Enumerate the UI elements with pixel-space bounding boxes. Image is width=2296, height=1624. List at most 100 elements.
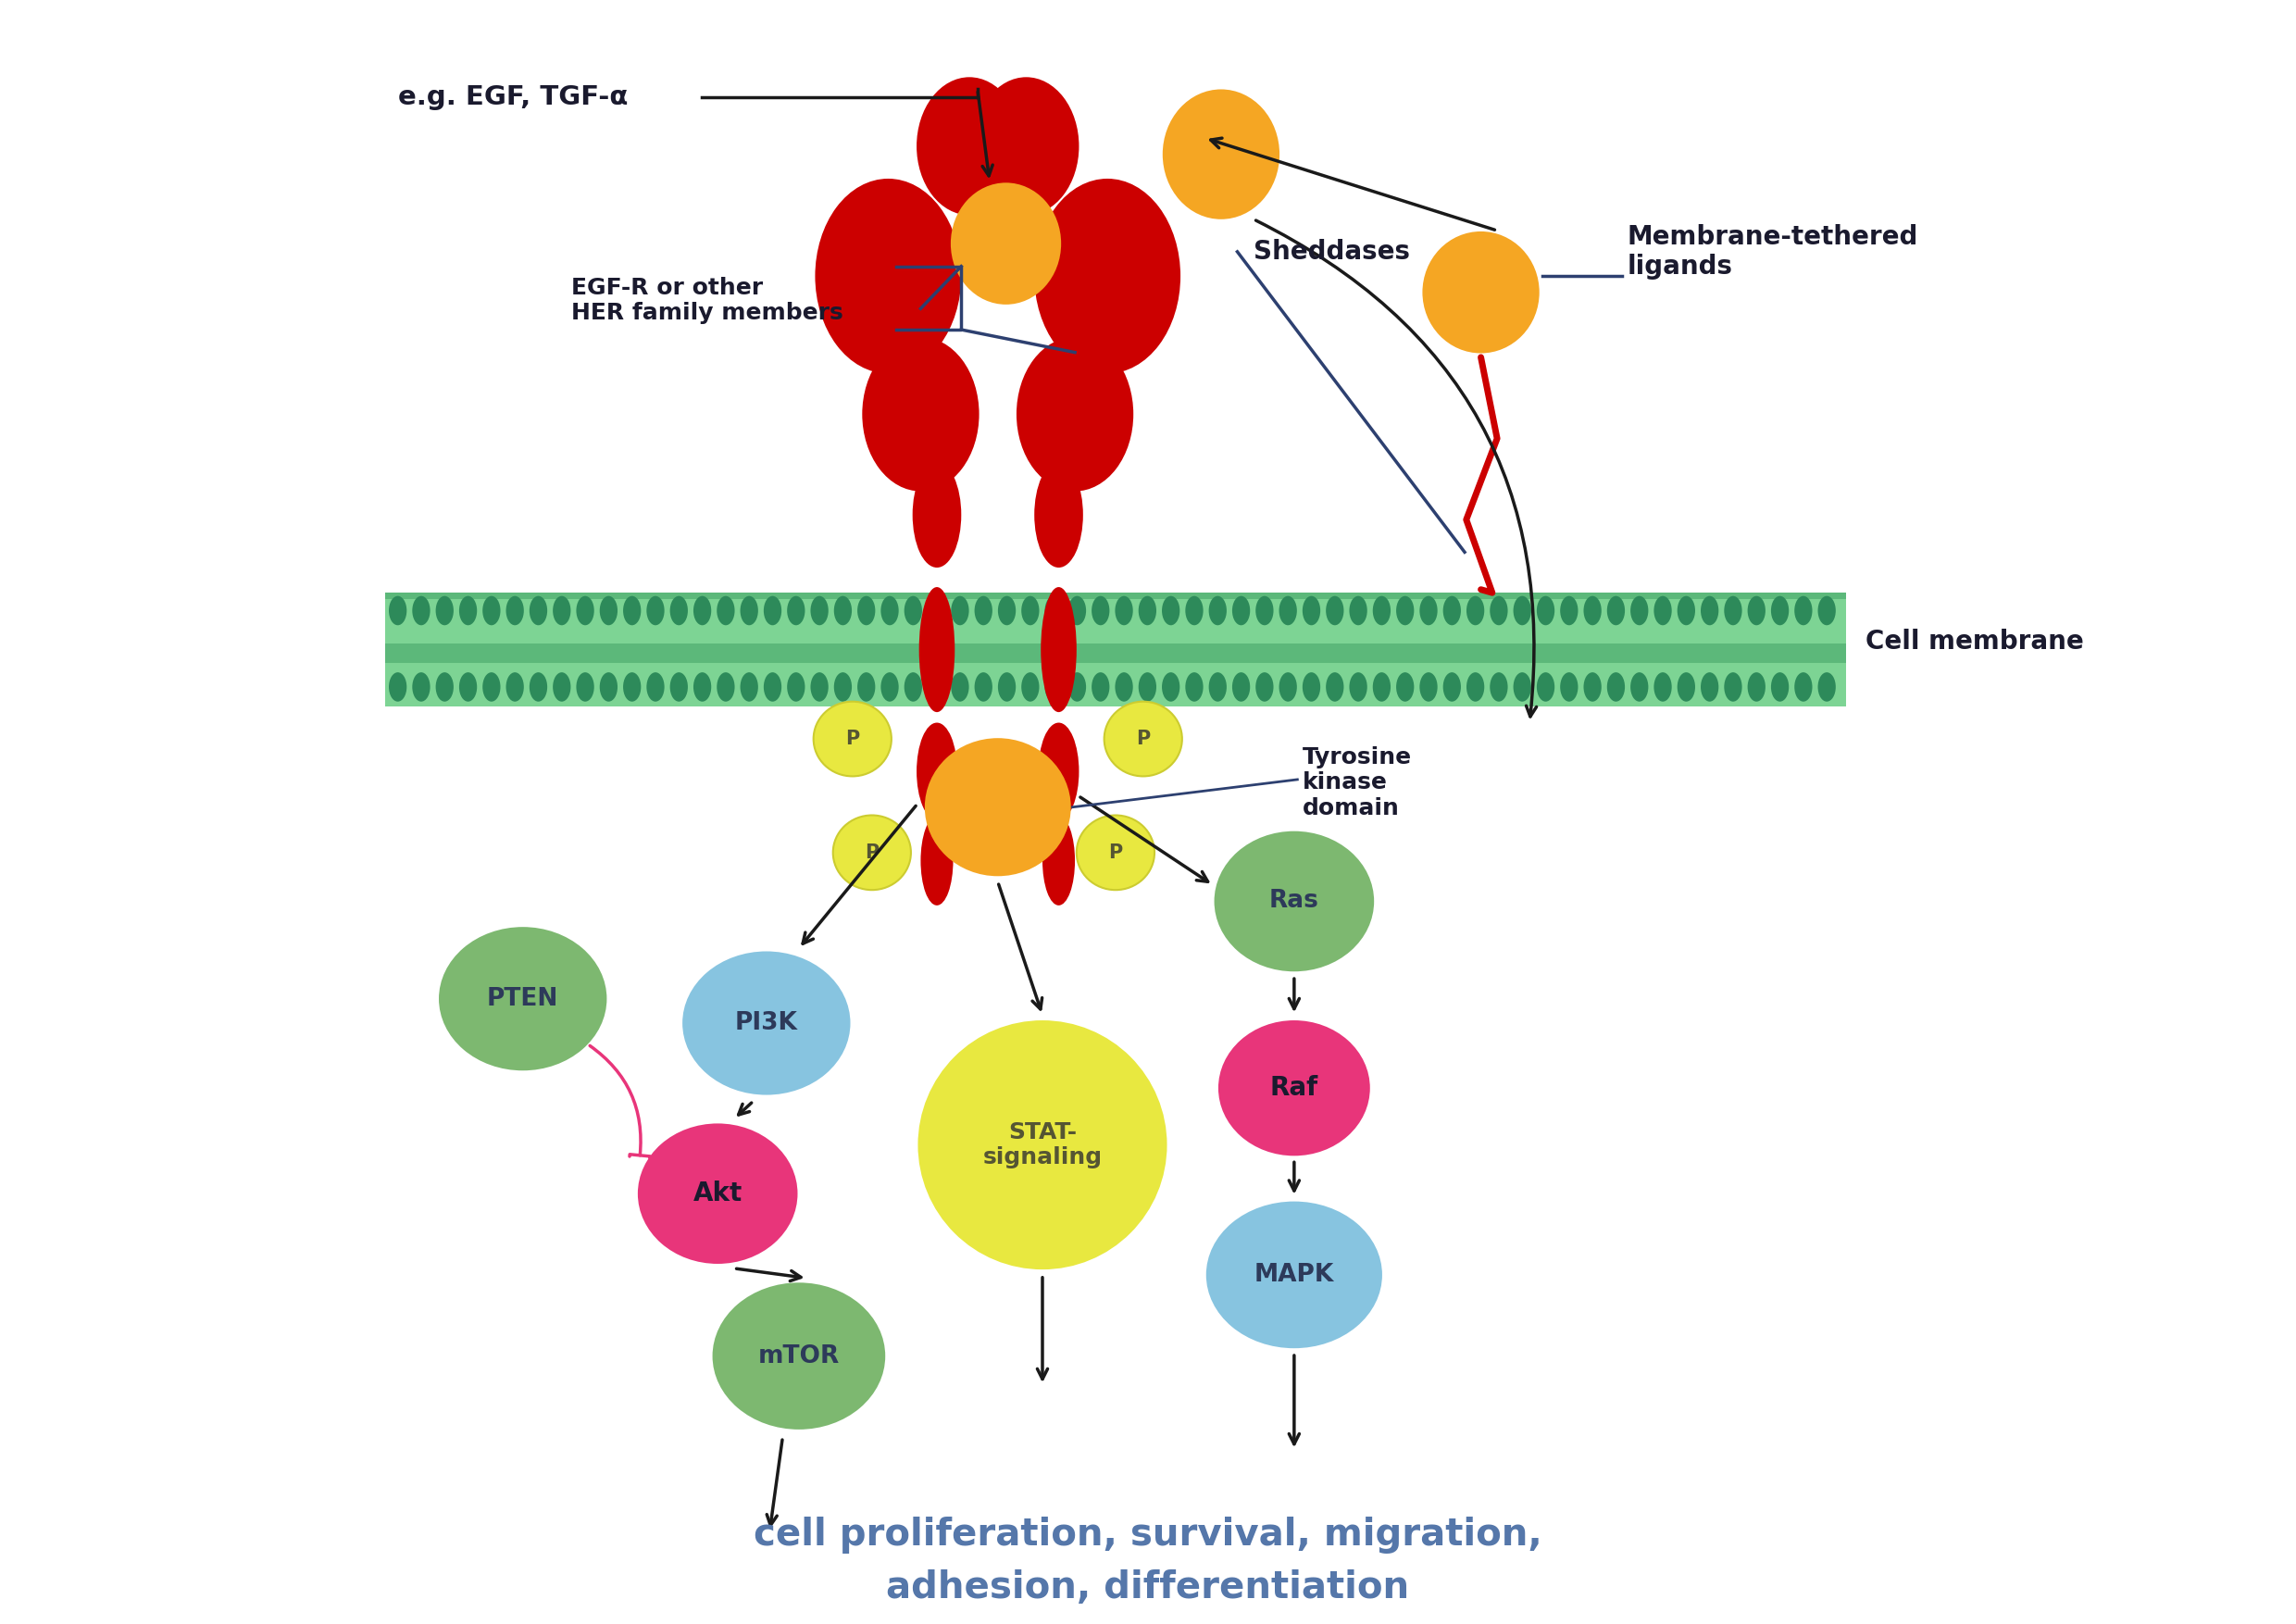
Ellipse shape <box>1818 672 1837 702</box>
Ellipse shape <box>1350 672 1366 702</box>
Ellipse shape <box>1302 596 1320 625</box>
Ellipse shape <box>636 1122 799 1265</box>
Ellipse shape <box>482 672 501 702</box>
Ellipse shape <box>1205 1200 1384 1350</box>
Ellipse shape <box>1233 596 1249 625</box>
Ellipse shape <box>810 672 829 702</box>
Text: Sheddases: Sheddases <box>1254 239 1410 265</box>
Bar <box>386 593 1846 706</box>
Ellipse shape <box>1747 596 1766 625</box>
Ellipse shape <box>739 672 758 702</box>
Ellipse shape <box>1442 672 1460 702</box>
Ellipse shape <box>413 596 429 625</box>
Ellipse shape <box>1116 596 1132 625</box>
Ellipse shape <box>1256 596 1274 625</box>
Ellipse shape <box>1424 231 1538 354</box>
Ellipse shape <box>856 672 875 702</box>
Text: P: P <box>845 729 859 749</box>
Ellipse shape <box>682 950 852 1096</box>
Ellipse shape <box>1279 596 1297 625</box>
Ellipse shape <box>413 672 429 702</box>
Ellipse shape <box>951 672 969 702</box>
Ellipse shape <box>530 672 546 702</box>
Text: PI3K: PI3K <box>735 1012 797 1034</box>
Ellipse shape <box>576 672 595 702</box>
Text: P: P <box>1109 843 1123 862</box>
Ellipse shape <box>856 596 875 625</box>
Ellipse shape <box>974 76 1079 214</box>
Ellipse shape <box>999 596 1015 625</box>
Ellipse shape <box>622 596 641 625</box>
Text: Akt: Akt <box>693 1181 742 1207</box>
Ellipse shape <box>599 596 618 625</box>
Text: cell proliferation, survival, migration,: cell proliferation, survival, migration, <box>753 1517 1543 1553</box>
Ellipse shape <box>1373 596 1391 625</box>
Ellipse shape <box>1104 702 1182 776</box>
Ellipse shape <box>1162 89 1279 219</box>
Text: Membrane-tethered
ligands: Membrane-tethered ligands <box>1628 224 1917 279</box>
Ellipse shape <box>1116 672 1132 702</box>
Ellipse shape <box>1653 672 1671 702</box>
Ellipse shape <box>693 672 712 702</box>
Ellipse shape <box>999 672 1015 702</box>
Ellipse shape <box>1302 672 1320 702</box>
Ellipse shape <box>1022 596 1040 625</box>
Ellipse shape <box>916 1020 1169 1270</box>
Ellipse shape <box>1630 596 1649 625</box>
Ellipse shape <box>1442 596 1460 625</box>
Ellipse shape <box>1818 596 1837 625</box>
Ellipse shape <box>1325 596 1343 625</box>
Ellipse shape <box>833 672 852 702</box>
Text: P: P <box>1137 729 1150 749</box>
Ellipse shape <box>905 596 923 625</box>
Ellipse shape <box>1217 1020 1371 1156</box>
Ellipse shape <box>576 596 595 625</box>
Ellipse shape <box>863 336 978 490</box>
Ellipse shape <box>1208 596 1226 625</box>
Ellipse shape <box>1795 672 1812 702</box>
Ellipse shape <box>647 672 664 702</box>
Ellipse shape <box>1208 672 1226 702</box>
Bar <box>386 599 1846 643</box>
Ellipse shape <box>739 596 758 625</box>
Ellipse shape <box>1653 596 1671 625</box>
Ellipse shape <box>1724 672 1743 702</box>
Ellipse shape <box>951 184 1061 305</box>
Ellipse shape <box>436 672 455 702</box>
Ellipse shape <box>1256 672 1274 702</box>
Text: Ras: Ras <box>1270 890 1320 913</box>
Ellipse shape <box>388 596 406 625</box>
Text: Raf: Raf <box>1270 1075 1318 1101</box>
Text: MAPK: MAPK <box>1254 1263 1334 1286</box>
Ellipse shape <box>530 596 546 625</box>
Ellipse shape <box>1162 672 1180 702</box>
Ellipse shape <box>1045 596 1063 625</box>
Ellipse shape <box>693 596 712 625</box>
Ellipse shape <box>905 672 923 702</box>
Ellipse shape <box>1724 596 1743 625</box>
Ellipse shape <box>459 596 478 625</box>
Ellipse shape <box>1017 336 1134 490</box>
Ellipse shape <box>1678 596 1694 625</box>
Ellipse shape <box>1033 179 1180 374</box>
Text: Cell membrane: Cell membrane <box>1867 628 2085 654</box>
Text: P: P <box>866 843 879 862</box>
Ellipse shape <box>622 672 641 702</box>
Ellipse shape <box>553 672 572 702</box>
Ellipse shape <box>788 672 806 702</box>
Ellipse shape <box>1212 830 1375 973</box>
Ellipse shape <box>1185 672 1203 702</box>
Text: mTOR: mTOR <box>758 1345 840 1367</box>
Ellipse shape <box>1233 672 1249 702</box>
Ellipse shape <box>1584 672 1600 702</box>
Text: Tyrosine
kinase
domain: Tyrosine kinase domain <box>1302 745 1412 820</box>
Ellipse shape <box>788 596 806 625</box>
Ellipse shape <box>765 596 781 625</box>
Ellipse shape <box>813 702 891 776</box>
Ellipse shape <box>505 672 523 702</box>
Ellipse shape <box>1022 672 1040 702</box>
Ellipse shape <box>1419 596 1437 625</box>
Ellipse shape <box>1747 672 1766 702</box>
Ellipse shape <box>1139 596 1157 625</box>
Ellipse shape <box>1068 596 1086 625</box>
